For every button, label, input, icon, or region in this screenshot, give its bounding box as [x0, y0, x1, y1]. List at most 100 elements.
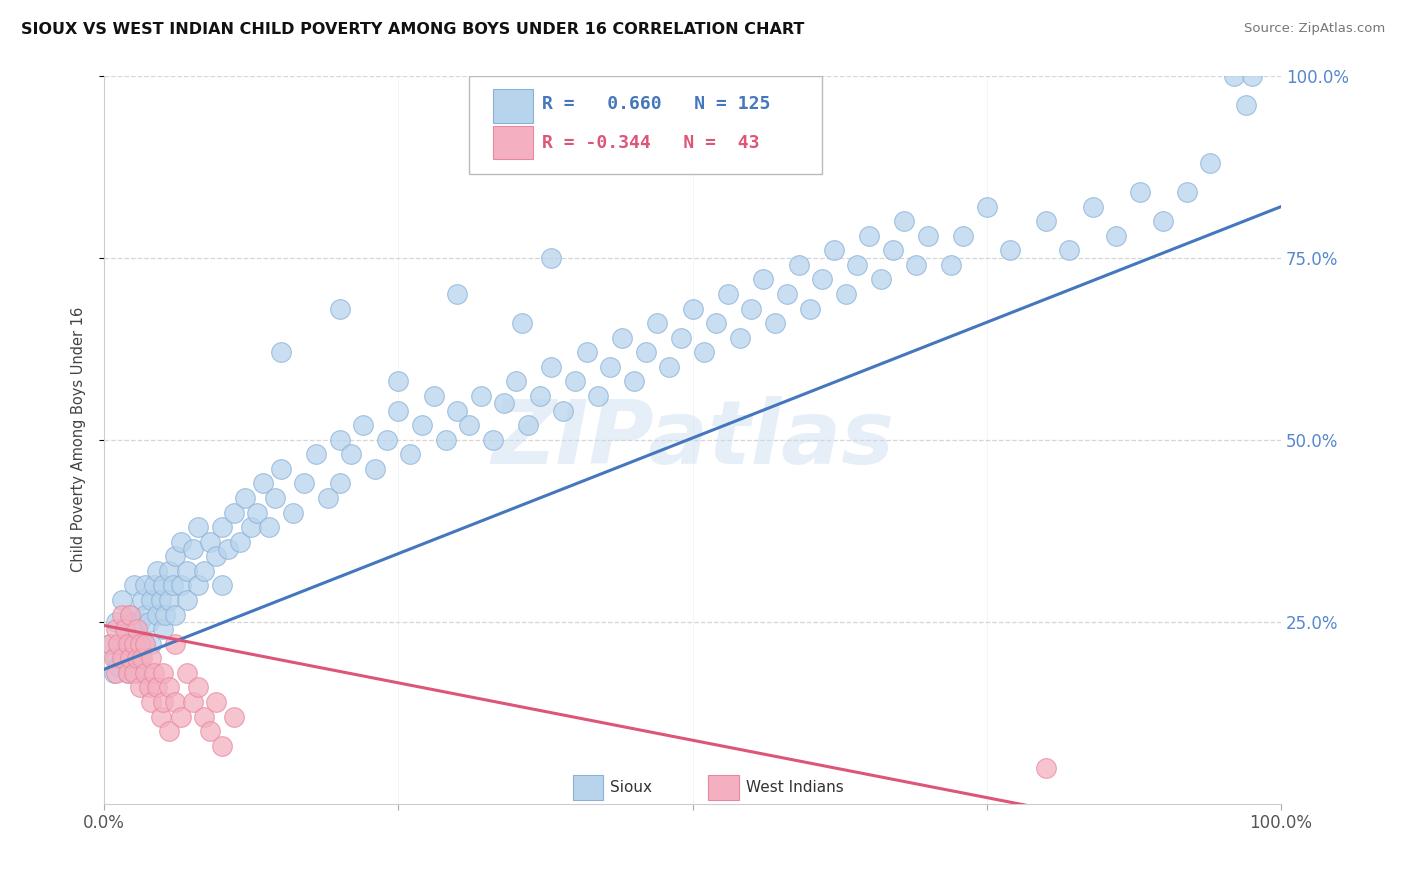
Point [141, 695, 163, 709]
Point [163, 695, 186, 709]
Point [704, 316, 727, 330]
Point [575, 345, 598, 359]
Point [122, 651, 145, 665]
Point [787, 258, 810, 272]
Point [211, 578, 233, 592]
Point [240, 520, 263, 534]
Point [257, 520, 280, 534]
Point [976, 200, 998, 214]
Point [564, 375, 586, 389]
Point [120, 607, 142, 622]
Point [120, 637, 142, 651]
Point [128, 651, 150, 665]
Point [187, 681, 209, 695]
Point [157, 564, 180, 578]
Point [163, 607, 186, 622]
Point [122, 578, 145, 592]
Point [682, 301, 704, 316]
Point [246, 506, 269, 520]
Point [387, 403, 409, 417]
Point [399, 447, 422, 461]
Point [446, 287, 468, 301]
Point [1000, 244, 1022, 258]
Point [740, 301, 762, 316]
Point [352, 418, 374, 433]
Point [163, 637, 186, 651]
Point [952, 228, 974, 243]
Point [434, 433, 457, 447]
Point [329, 433, 352, 447]
Point [870, 272, 893, 286]
Point [1175, 185, 1198, 199]
Point [134, 637, 156, 651]
Point [505, 375, 527, 389]
Point [205, 695, 228, 709]
FancyBboxPatch shape [492, 126, 533, 160]
Point [235, 491, 257, 505]
Point [553, 403, 575, 417]
FancyBboxPatch shape [709, 775, 738, 799]
Point [905, 258, 928, 272]
Point [120, 607, 142, 622]
Point [114, 651, 136, 665]
Point [98, 637, 121, 651]
Text: Sioux: Sioux [610, 780, 652, 795]
Point [222, 506, 245, 520]
Point [111, 607, 134, 622]
Point [222, 709, 245, 723]
Point [599, 359, 621, 374]
Point [811, 272, 834, 286]
Point [157, 724, 180, 739]
Text: ZIPatlas: ZIPatlas [491, 396, 894, 483]
Point [134, 607, 156, 622]
Point [211, 739, 233, 753]
Point [131, 593, 153, 607]
Point [117, 665, 139, 680]
Point [316, 491, 339, 505]
Point [917, 228, 939, 243]
Point [647, 316, 669, 330]
Point [540, 359, 562, 374]
Point [187, 578, 209, 592]
Point [205, 549, 228, 564]
Point [193, 709, 215, 723]
Point [127, 637, 149, 651]
Point [170, 534, 193, 549]
Point [187, 520, 209, 534]
Point [1081, 200, 1104, 214]
Point [107, 637, 129, 651]
Point [193, 564, 215, 578]
Y-axis label: Child Poverty Among Boys Under 16: Child Poverty Among Boys Under 16 [72, 307, 86, 573]
Point [1199, 156, 1222, 170]
Text: West Indians: West Indians [745, 780, 844, 795]
Point [834, 287, 856, 301]
Point [270, 345, 292, 359]
Point [163, 549, 186, 564]
Point [131, 651, 153, 665]
Point [122, 637, 145, 651]
Point [103, 665, 125, 680]
Text: Source: ZipAtlas.com: Source: ZipAtlas.com [1244, 22, 1385, 36]
Point [264, 491, 287, 505]
Point [128, 681, 150, 695]
Point [141, 593, 163, 607]
Point [634, 345, 657, 359]
Point [1057, 244, 1080, 258]
Point [211, 520, 233, 534]
Point [127, 651, 149, 665]
Point [198, 534, 221, 549]
Point [610, 331, 633, 345]
Point [1129, 185, 1152, 199]
Point [181, 541, 204, 556]
Point [128, 637, 150, 651]
Point [375, 433, 398, 447]
Point [693, 345, 716, 359]
Point [176, 665, 198, 680]
Point [141, 651, 163, 665]
Point [122, 665, 145, 680]
Point [1234, 97, 1257, 112]
Point [176, 593, 198, 607]
Point [228, 534, 250, 549]
Point [588, 389, 610, 403]
Point [142, 578, 165, 592]
